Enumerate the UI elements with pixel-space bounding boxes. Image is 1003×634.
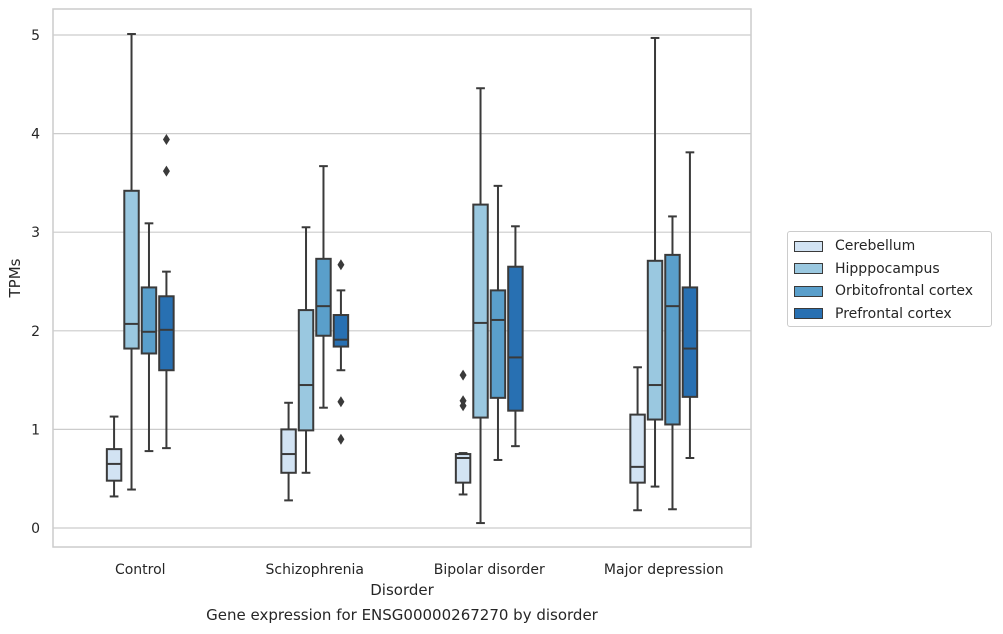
legend-item: Hipppocampus bbox=[794, 259, 940, 279]
box-hipppocampus bbox=[123, 33, 140, 491]
box-hipppocampus bbox=[646, 36, 664, 488]
legend-swatch bbox=[794, 263, 823, 274]
legend-label: Hipppocampus bbox=[835, 260, 940, 277]
box-rect bbox=[140, 286, 158, 355]
box-rect bbox=[629, 413, 646, 484]
box-prefrontal-cortex bbox=[332, 259, 350, 445]
legend-item: Prefrontal cortex bbox=[794, 304, 952, 324]
legend-label: Orbitofrontal cortex bbox=[835, 283, 973, 299]
box-rect bbox=[315, 257, 332, 337]
y-tick-label: 5 bbox=[31, 28, 40, 44]
box-cerebellum bbox=[280, 401, 297, 502]
box-cerebellum bbox=[629, 366, 646, 512]
box-rect bbox=[664, 253, 681, 426]
x-tick-labels: Control Schizophrenia Bipolar disorder Majo… bbox=[115, 562, 724, 578]
legend-label: Prefrontal cortex bbox=[835, 305, 952, 322]
box-rect bbox=[489, 289, 507, 399]
box-rect bbox=[472, 203, 489, 419]
box-prefrontal-cortex bbox=[158, 134, 175, 450]
y-tick-labels: 0 1 2 3 4 5 bbox=[31, 28, 40, 537]
box-hipppocampus bbox=[472, 87, 489, 525]
x-axis-label: Disorder bbox=[370, 581, 434, 599]
grid-lines bbox=[53, 34, 751, 529]
legend-swatch bbox=[794, 285, 823, 297]
legend-item: Cerebellum bbox=[794, 236, 915, 256]
outlier-marker bbox=[337, 396, 345, 408]
box-prefrontal-cortex bbox=[507, 225, 524, 448]
y-axis-label: TPMs bbox=[6, 258, 24, 298]
x-tick-label: Bipolar disorder bbox=[434, 562, 545, 578]
x-tick-label: Major depression bbox=[604, 562, 724, 578]
box-layer bbox=[105, 33, 699, 525]
y-tick-label: 2 bbox=[31, 324, 40, 340]
box-cerebellum bbox=[105, 415, 123, 498]
box-rect bbox=[681, 286, 699, 398]
box-cerebellum bbox=[454, 369, 472, 496]
outlier-marker bbox=[162, 165, 170, 177]
outlier-marker bbox=[337, 259, 345, 271]
legend-swatch bbox=[794, 308, 823, 319]
box-orbitofrontal-cortex bbox=[664, 215, 681, 511]
box-rect bbox=[280, 428, 297, 474]
box-rect bbox=[454, 453, 472, 484]
box-rect bbox=[158, 295, 175, 372]
chart-caption: Gene expression for ENSG00000267270 by d… bbox=[206, 606, 598, 624]
y-tick-label: 1 bbox=[31, 422, 40, 438]
legend-label: Cerebellum bbox=[835, 238, 916, 254]
box-rect bbox=[507, 265, 524, 412]
box-orbitofrontal-cortex bbox=[489, 184, 507, 461]
outlier-marker bbox=[459, 369, 467, 381]
y-tick-label: 4 bbox=[31, 127, 40, 143]
outlier-marker bbox=[162, 134, 170, 146]
y-tick-label: 0 bbox=[31, 521, 40, 537]
x-tick-label: Control bbox=[115, 562, 166, 578]
box-rect bbox=[332, 314, 350, 348]
outlier-marker bbox=[337, 433, 345, 445]
box-orbitofrontal-cortex bbox=[315, 165, 332, 409]
outlier-marker bbox=[459, 395, 467, 407]
legend-swatch bbox=[794, 240, 823, 252]
box-hipppocampus bbox=[297, 226, 315, 474]
x-tick-label: Schizophrenia bbox=[266, 562, 364, 578]
box-orbitofrontal-cortex bbox=[140, 222, 158, 453]
box-rect bbox=[646, 259, 664, 421]
box-rect bbox=[297, 309, 315, 432]
y-tick-label: 3 bbox=[31, 225, 40, 241]
legend: Cerebellum Hipppocampus Orbitofrontal cort… bbox=[787, 231, 992, 327]
plot-frame bbox=[52, 8, 752, 548]
box-prefrontal-cortex bbox=[681, 151, 699, 459]
legend-item: Orbitofrontal cortex bbox=[794, 281, 973, 301]
box-rect bbox=[123, 189, 140, 350]
